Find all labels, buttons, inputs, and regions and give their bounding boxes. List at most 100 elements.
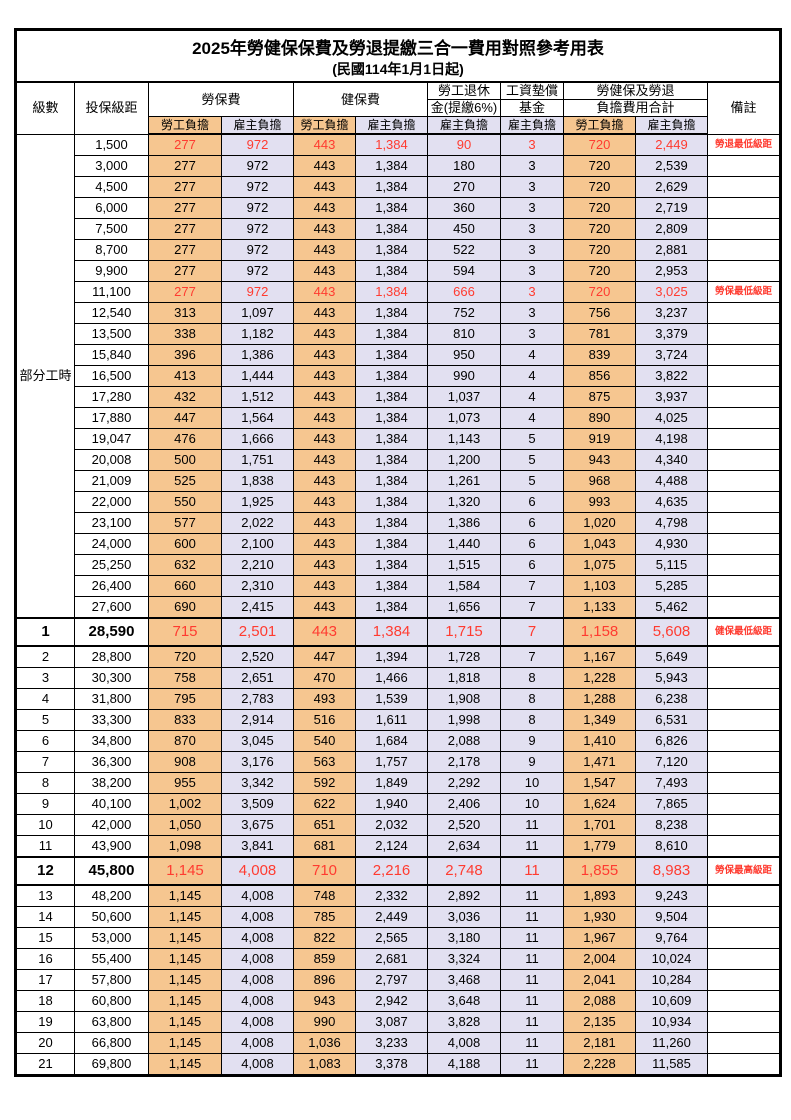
labor-employer-cell: 1,751 (221, 449, 294, 471)
labor-employer-cell: 1,564 (221, 407, 294, 429)
total-worker-cell: 2,088 (563, 990, 636, 1012)
pension-employer-cell: 2,406 (427, 793, 501, 815)
labor-worker-cell: 1,050 (148, 814, 222, 836)
wage-fund-cell: 6 (500, 554, 564, 576)
health-employer-cell: 1,384 (355, 386, 428, 408)
labor-worker-cell: 277 (148, 239, 222, 261)
table-row: 部分工時 1,500 277 972 443 1,384 90 3 720 2,… (15, 133, 781, 619)
bracket-cell: 42,000 (74, 814, 149, 836)
total-worker-cell: 1,967 (563, 927, 636, 949)
labor-employer-cell: 2,914 (221, 709, 294, 731)
col-header-remark: 備註 (707, 81, 781, 135)
health-employer-cell: 3,087 (355, 1011, 428, 1033)
level-cell: 6 (15, 730, 75, 752)
health-worker-cell: 710 (293, 856, 356, 886)
bracket-cell: 48,200 (74, 884, 149, 907)
pension-employer-cell: 1,584 (427, 575, 501, 597)
bracket-cell: 28,800 (74, 645, 149, 668)
labor-employer-cell: 4,008 (221, 927, 294, 949)
labor-employer-cell: 1,182 (221, 323, 294, 345)
health-employer-cell: 2,942 (355, 990, 428, 1012)
bracket-cell: 4,500 (74, 176, 149, 198)
remark-cell (707, 645, 781, 668)
table-row: 11 43,900 1,098 3,841 681 2,124 2,634 11… (15, 835, 781, 858)
health-employer-cell: 1,384 (355, 617, 428, 647)
remark-cell (707, 386, 781, 408)
total-employer-cell: 10,284 (635, 969, 708, 991)
total-employer-cell: 7,865 (635, 793, 708, 815)
level-cell: 20 (15, 1032, 75, 1054)
level-cell: 11 (15, 835, 75, 858)
pension-employer-cell: 1,320 (427, 491, 501, 513)
pension-employer-cell: 90 (427, 133, 501, 156)
labor-worker-cell: 413 (148, 365, 222, 387)
total-employer-cell: 5,285 (635, 575, 708, 597)
remark-cell (707, 155, 781, 177)
labor-worker-cell: 870 (148, 730, 222, 752)
labor-employer-cell: 3,509 (221, 793, 294, 815)
total-employer-cell: 2,809 (635, 218, 708, 240)
remark-cell (707, 1032, 781, 1054)
total-employer-cell: 9,243 (635, 884, 708, 907)
total-employer-cell: 2,953 (635, 260, 708, 282)
table-row: 27,600 690 2,415 443 1,384 1,656 7 1,133… (16, 596, 781, 619)
table-row: 18 60,800 1,145 4,008 943 2,942 3,648 11… (15, 990, 781, 1012)
remark-cell: 勞保最高級距 (707, 856, 781, 886)
total-worker-cell: 720 (563, 281, 636, 303)
wage-fund-cell: 11 (500, 1032, 564, 1054)
table-row: 23,100 577 2,022 443 1,384 1,386 6 1,020… (16, 512, 781, 534)
table-body: 部分工時 1,500 277 972 443 1,384 90 3 720 2,… (15, 133, 781, 1076)
labor-employer-cell: 972 (221, 197, 294, 219)
wage-fund-cell: 3 (500, 260, 564, 282)
labor-worker-cell: 277 (148, 133, 222, 156)
health-worker-cell: 443 (293, 281, 356, 303)
col-header-health-insurance: 健保費 (293, 81, 428, 117)
remark-cell (707, 260, 781, 282)
level-cell: 13 (15, 884, 75, 907)
labor-employer-cell: 3,342 (221, 772, 294, 794)
total-worker-cell: 1,103 (563, 575, 636, 597)
total-worker-cell: 839 (563, 344, 636, 366)
health-worker-cell: 592 (293, 772, 356, 794)
labor-worker-cell: 447 (148, 407, 222, 429)
pension-employer-cell: 522 (427, 239, 501, 261)
total-worker-cell: 890 (563, 407, 636, 429)
table-row: 17 57,800 1,145 4,008 896 2,797 3,468 11… (15, 969, 781, 991)
labor-worker-cell: 338 (148, 323, 222, 345)
wage-fund-cell: 11 (500, 1053, 564, 1076)
table-row: 5 33,300 833 2,914 516 1,611 1,998 8 1,3… (15, 709, 781, 731)
total-worker-cell: 1,228 (563, 667, 636, 689)
health-worker-cell: 443 (293, 470, 356, 492)
total-employer-cell: 2,449 (635, 133, 708, 156)
total-employer-cell: 10,024 (635, 948, 708, 970)
remark-cell (707, 1011, 781, 1033)
labor-worker-cell: 1,145 (148, 948, 222, 970)
total-employer-cell: 4,930 (635, 533, 708, 555)
remark-cell: 勞保最低級距 (707, 281, 781, 303)
remark-cell (707, 596, 781, 619)
wage-fund-cell: 11 (500, 1011, 564, 1033)
total-worker-cell: 993 (563, 491, 636, 513)
wage-fund-cell: 5 (500, 428, 564, 450)
health-employer-cell: 1,384 (355, 491, 428, 513)
total-employer-cell: 8,238 (635, 814, 708, 836)
health-employer-cell: 1,384 (355, 596, 428, 619)
remark-cell (707, 884, 781, 907)
bracket-cell: 63,800 (74, 1011, 149, 1033)
wage-fund-cell: 3 (500, 197, 564, 219)
wage-fund-cell: 11 (500, 990, 564, 1012)
health-employer-cell: 2,797 (355, 969, 428, 991)
subheader-health-worker: 勞工負擔 (293, 116, 356, 135)
pension-employer-cell: 3,468 (427, 969, 501, 991)
labor-worker-cell: 660 (148, 575, 222, 597)
total-worker-cell: 1,349 (563, 709, 636, 731)
bracket-cell: 55,400 (74, 948, 149, 970)
labor-worker-cell: 908 (148, 751, 222, 773)
level-cell: 16 (15, 948, 75, 970)
total-worker-cell: 720 (563, 239, 636, 261)
labor-worker-cell: 715 (148, 617, 222, 647)
health-employer-cell: 1,757 (355, 751, 428, 773)
pension-employer-cell: 3,828 (427, 1011, 501, 1033)
health-employer-cell: 1,384 (355, 133, 428, 156)
labor-employer-cell: 2,022 (221, 512, 294, 534)
